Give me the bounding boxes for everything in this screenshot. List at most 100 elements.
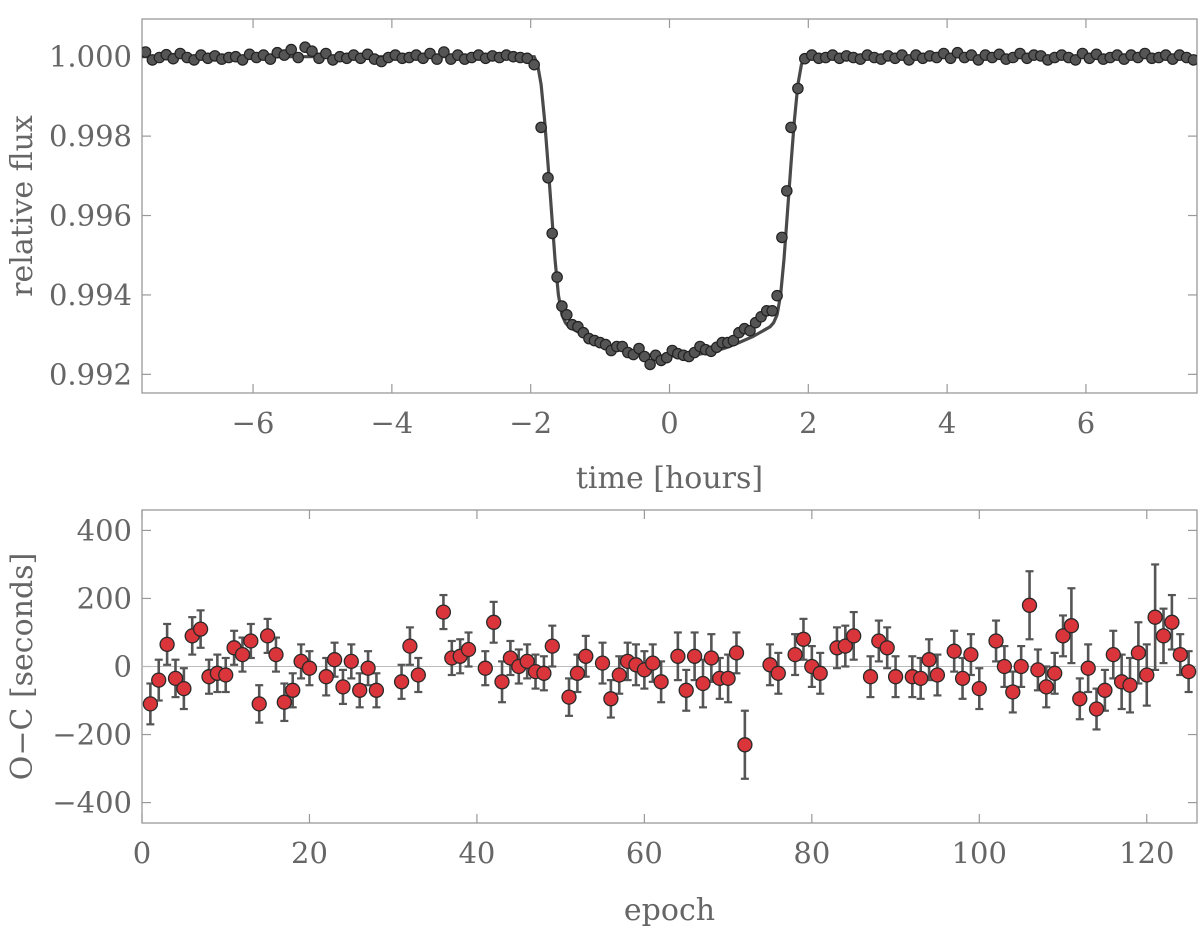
light-curve-x-tick-label: 4: [938, 406, 956, 440]
oc-point: [519, 653, 535, 670]
light-curve-plot-frame: [141, 18, 1198, 394]
light-curve-x-tick-label: 2: [799, 406, 817, 440]
flux-point: [551, 271, 563, 283]
oc-x-tick-label: 40: [458, 836, 495, 870]
light-curve-y-tick-label: 0.992: [49, 357, 132, 391]
oc-x-tick-label: 60: [626, 836, 663, 870]
light-curve-y-axis-label: relative flux: [5, 115, 40, 297]
oc-point: [1130, 645, 1147, 661]
oc-point: [929, 667, 946, 683]
oc-point: [946, 643, 962, 659]
oc-x-axis-label: epoch: [624, 893, 715, 928]
oc-point: [494, 674, 510, 690]
flux-point: [546, 227, 558, 240]
oc-point: [259, 628, 276, 644]
oc-point: [251, 696, 267, 712]
light-curve-x-tick-label: −6: [232, 406, 275, 440]
light-curve-y-tick-label: 0.994: [49, 278, 132, 312]
light-curve-y-tick-label: 0.996: [49, 199, 132, 233]
light-curve-x-tick-label: 6: [1077, 406, 1095, 440]
oc-point: [1180, 663, 1197, 680]
oc-point: [360, 660, 376, 676]
flux-point: [528, 58, 540, 71]
flux-point: [644, 358, 656, 371]
flux-point: [766, 304, 778, 317]
oc-point: [787, 646, 803, 663]
flux-point: [542, 172, 554, 184]
oc-plot-area: [142, 563, 1197, 780]
oc-point: [954, 670, 971, 687]
oc-point: [569, 665, 586, 681]
flux-point: [744, 324, 756, 337]
oc-point: [913, 670, 929, 687]
oc-point: [1122, 677, 1138, 693]
oc-point: [159, 636, 175, 653]
oc-point: [728, 645, 745, 661]
oc-point: [578, 648, 594, 664]
oc-point: [301, 660, 318, 676]
oc-point: [151, 672, 167, 688]
flux-point: [560, 308, 573, 321]
oc-point: [1147, 609, 1163, 625]
oc-point: [435, 604, 452, 620]
light-curve-y-tick-label: 0.998: [49, 119, 132, 153]
oc-point: [770, 665, 786, 681]
transit-model-line: [142, 55, 1197, 358]
oc-point: [1088, 701, 1105, 717]
oc-point: [1013, 658, 1029, 675]
flux-point: [771, 289, 783, 302]
oc-point: [368, 682, 385, 698]
light-curve-x-tick-label: −4: [370, 406, 413, 440]
oc-x-tick-label: 100: [952, 836, 1007, 870]
oc-point: [862, 669, 879, 685]
oc-point: [477, 660, 493, 676]
flux-point: [320, 47, 332, 60]
flux-point: [1069, 54, 1082, 66]
oc-point: [142, 696, 159, 712]
oc-point: [167, 670, 184, 687]
oc-point: [1139, 667, 1155, 683]
oc-point: [603, 691, 619, 707]
flux-point: [556, 300, 568, 312]
oc-point: [846, 628, 862, 644]
oc-x-tick-label: 20: [291, 836, 328, 870]
oc-point: [544, 638, 560, 654]
oc-point: [1072, 691, 1088, 707]
oc-point: [343, 653, 359, 670]
flux-point: [535, 121, 547, 134]
light-curve-y-tick-label: 1.000: [49, 40, 132, 74]
oc-point: [1005, 684, 1021, 700]
oc-y-tick-label: 400: [77, 513, 132, 547]
oc-point: [1105, 646, 1121, 663]
oc-point: [737, 737, 753, 753]
oc-point: [1030, 662, 1046, 678]
oc-point: [720, 670, 736, 687]
oc-point: [335, 679, 351, 695]
oc-point: [1047, 665, 1063, 681]
oc-y-tick-label: 0: [114, 650, 132, 684]
oc-point: [326, 652, 343, 668]
oc-point: [879, 640, 895, 656]
flux-point: [306, 45, 318, 57]
flux-point: [785, 121, 797, 134]
oc-point: [486, 614, 502, 630]
oc-point: [653, 674, 669, 690]
light-curve-x-tick-label: −2: [509, 406, 552, 440]
oc-point: [1021, 597, 1038, 613]
oc-panel: 0 20 40 60 80 100 120 −400 −200 0 200 400 epoch O−C […: [5, 509, 1198, 928]
oc-point: [921, 652, 937, 668]
oc-x-tick-label: 120: [1119, 836, 1174, 870]
oc-point: [1080, 660, 1096, 676]
oc-point: [1155, 628, 1172, 644]
light-curve-x-tick-label: 0: [660, 406, 678, 440]
oc-point: [536, 665, 552, 681]
oc-point: [318, 669, 334, 685]
flux-point: [638, 350, 651, 363]
oc-point: [837, 638, 853, 654]
oc-y-tick-label: 200: [77, 581, 132, 615]
oc-point: [795, 631, 812, 647]
oc-point: [988, 633, 1004, 649]
flux-point: [780, 185, 793, 197]
oc-point: [963, 646, 979, 663]
oc-point: [1055, 628, 1071, 644]
